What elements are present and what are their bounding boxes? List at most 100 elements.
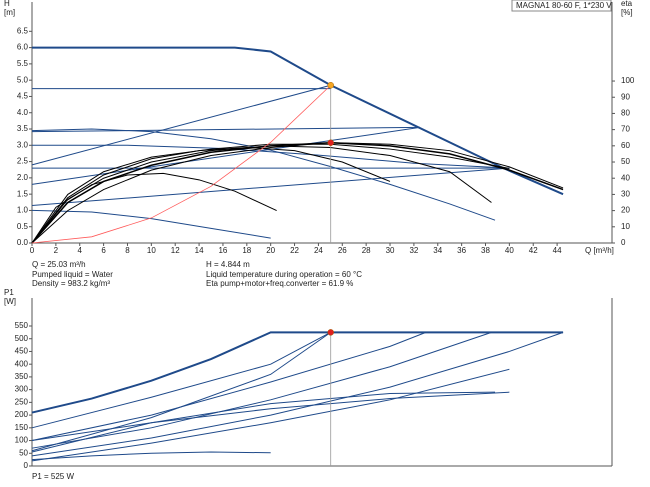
y2-label: eta [621,0,633,8]
y2-tick-label: 70 [621,125,630,134]
x-tick-label: 4 [78,246,83,255]
curve [31,126,420,185]
operating-point [327,81,334,89]
y-tick-label: 5.0 [17,75,29,84]
y2-unit: [%] [621,8,633,17]
x-label: Q [m³/h] [585,246,614,255]
y-tick-label: 0 [24,461,29,470]
y-tick-label: 300 [15,385,29,394]
curve [31,84,331,244]
y-tick-label: 4.0 [17,108,29,117]
y-tick-label: 3.0 [17,140,29,149]
y-tick-label: 150 [15,423,29,432]
y-tick-label: 4.5 [17,92,29,101]
curve [31,368,510,462]
x-tick-label: 28 [362,246,371,255]
y-tick-label: 500 [15,334,29,343]
curve [32,144,510,169]
curve [31,331,564,457]
x-tick-label: 0 [30,246,35,255]
annotation: H = 4.844 m [206,260,250,269]
y2-tick-label: 10 [621,222,630,231]
y-label: P1 [4,288,14,297]
x-tick-label: 36 [457,246,466,255]
curve [32,46,564,196]
y2-tick-label: 80 [621,109,630,118]
curve [31,451,271,461]
operating-point [327,329,334,336]
x-tick-label: 18 [242,246,251,255]
curve [31,331,492,449]
curve [31,167,510,207]
operating-point [327,139,334,146]
y-tick-label: 2.0 [17,173,29,182]
curve [31,331,331,429]
y2-tick-label: 90 [621,92,630,101]
annotation: Q = 25.03 m³/h [32,260,86,269]
x-tick-label: 6 [101,246,106,255]
y-tick-label: 50 [19,448,28,457]
y-tick-label: 0.0 [17,238,29,247]
x-tick-label: 32 [409,246,418,255]
annotation: P1 = 525 W [32,472,74,481]
curve [31,391,496,453]
chart-title: MAGNA1 80-60 F, 1*230 V [516,1,612,10]
y-tick-label: 6.0 [17,43,29,52]
x-tick-label: 30 [386,246,395,255]
curve [31,209,271,239]
y-tick-label: 250 [15,397,29,406]
y-tick-label: 3.5 [17,124,29,133]
y2-tick-label: 0 [621,238,626,247]
y-unit: [m] [4,8,15,17]
annotation: Pumped liquid = Water [32,270,113,279]
x-tick-label: 10 [147,246,156,255]
y-tick-label: 6.5 [17,26,29,35]
curve [31,331,331,452]
curve [31,331,564,414]
annotation: Eta pump+motor+freq.converter = 61.9 % [206,279,353,288]
x-tick-label: 12 [171,246,180,255]
x-tick-label: 26 [338,246,347,255]
curve [31,128,496,221]
y-tick-label: 1.5 [17,189,29,198]
y2-tick-label: 100 [621,76,635,85]
y2-tick-label: 30 [621,190,630,199]
x-tick-label: 20 [266,246,275,255]
y-tick-label: 0.5 [17,222,29,231]
curve [31,142,564,244]
y-tick-label: 400 [15,359,29,368]
y-tick-label: 550 [15,321,29,330]
x-tick-label: 22 [290,246,299,255]
y-tick-label: 1.0 [17,206,29,215]
curve [31,331,427,442]
y-tick-label: 100 [15,436,29,445]
x-tick-label: 40 [505,246,514,255]
annotation: Liquid temperature during operation = 60… [206,270,362,279]
y2-tick-label: 40 [621,173,630,182]
x-tick-label: 2 [54,246,59,255]
annotation: Density = 983.2 kg/m³ [32,279,110,288]
y2-tick-label: 60 [621,141,630,150]
curve [31,126,420,133]
y-tick-label: 200 [15,410,29,419]
curve [31,143,510,244]
curve [31,145,492,244]
curve [31,84,331,166]
y-tick-label: 5.5 [17,59,29,68]
x-tick-label: 8 [125,246,130,255]
x-tick-label: 16 [218,246,227,255]
y2-tick-label: 50 [621,157,630,166]
y-label: H [4,0,10,8]
y-tick-label: 2.5 [17,157,29,166]
x-tick-label: 34 [433,246,442,255]
x-tick-label: 42 [529,246,538,255]
x-tick-label: 44 [553,246,562,255]
x-tick-label: 24 [314,246,323,255]
curve [31,172,277,244]
y2-tick-label: 20 [621,206,630,215]
x-tick-label: 38 [481,246,490,255]
title-box [511,0,612,12]
curve [31,391,510,442]
x-tick-label: 14 [195,246,204,255]
